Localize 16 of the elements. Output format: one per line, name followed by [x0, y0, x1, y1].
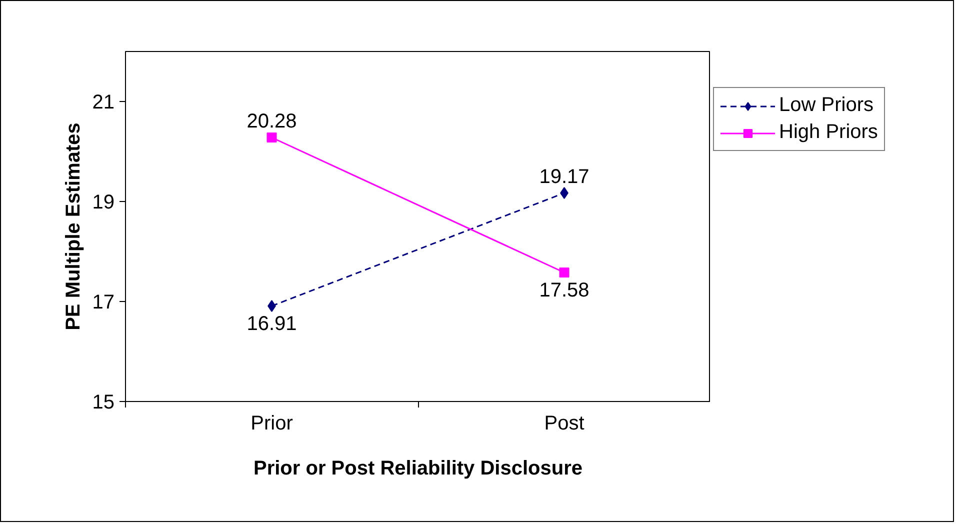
y-tick-label: 17 — [92, 292, 115, 314]
y-tick-label: 15 — [92, 392, 115, 414]
x-tick-label: Post — [544, 412, 585, 434]
point — [559, 268, 570, 278]
y-tick-label: 19 — [92, 192, 115, 214]
point — [266, 132, 277, 142]
x-axis-title: Prior or Post Reliability Disclosure — [254, 458, 582, 480]
legend-label: High Priors — [779, 121, 878, 144]
data-label: 20.28 — [246, 110, 297, 132]
data-label: 17.58 — [539, 280, 590, 302]
data-label: 19.17 — [539, 166, 590, 188]
legend-label: Low Priors — [779, 94, 874, 117]
y-tick-label: 21 — [92, 92, 115, 114]
x-tick-label: Prior — [250, 412, 294, 434]
data-label: 16.91 — [246, 313, 297, 335]
y-axis-title: PE Multiple Estimates — [62, 122, 84, 330]
